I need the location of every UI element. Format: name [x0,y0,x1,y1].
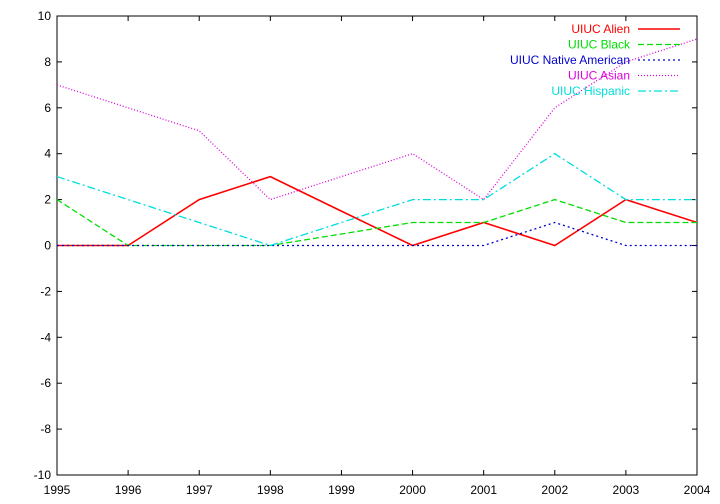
y-tick-label: 2 [44,193,51,207]
y-tick-label: 10 [38,9,52,23]
x-tick-label: 1996 [115,483,142,497]
y-tick-label: -8 [40,422,51,436]
x-tick-label: 2002 [541,483,568,497]
x-tick-label: 2004 [684,483,711,497]
x-tick-label: 1999 [328,483,355,497]
y-tick-label: -6 [40,376,51,390]
axis-ticks: -10 -8 -6 -4 -2 0 2 4 6 8 10 1995 1996 1997 1998 1999 20… [34,9,711,497]
x-tick-label: 2000 [399,483,426,497]
x-tick-label: 2001 [470,483,497,497]
y-tick-label: 6 [44,101,51,115]
series-line-3 [56,38,698,201]
legend-label: UIUC Black [568,38,631,52]
y-tick-label: 0 [44,239,51,253]
x-tick-label: 1998 [257,483,284,497]
y-tick-label: -10 [34,468,52,482]
legend-label: UIUC Native American [510,53,630,67]
series-line-1 [56,198,697,247]
y-tick-label: 4 [44,147,51,161]
x-tick-label: 2003 [613,483,640,497]
x-tick-label: 1995 [44,483,71,497]
legend-label: UIUC Asian [568,69,630,83]
series-line-4 [56,152,697,247]
y-tick-label: -4 [40,330,51,344]
series-line-2 [57,221,697,247]
y-tick-label: 8 [44,55,51,69]
legend-label: UIUC Alien [571,22,630,36]
legend-label: UIUC Hispanic [551,84,630,98]
series-lines [56,38,698,247]
x-tick-label: 1997 [186,483,213,497]
y-tick-label: -2 [40,284,51,298]
